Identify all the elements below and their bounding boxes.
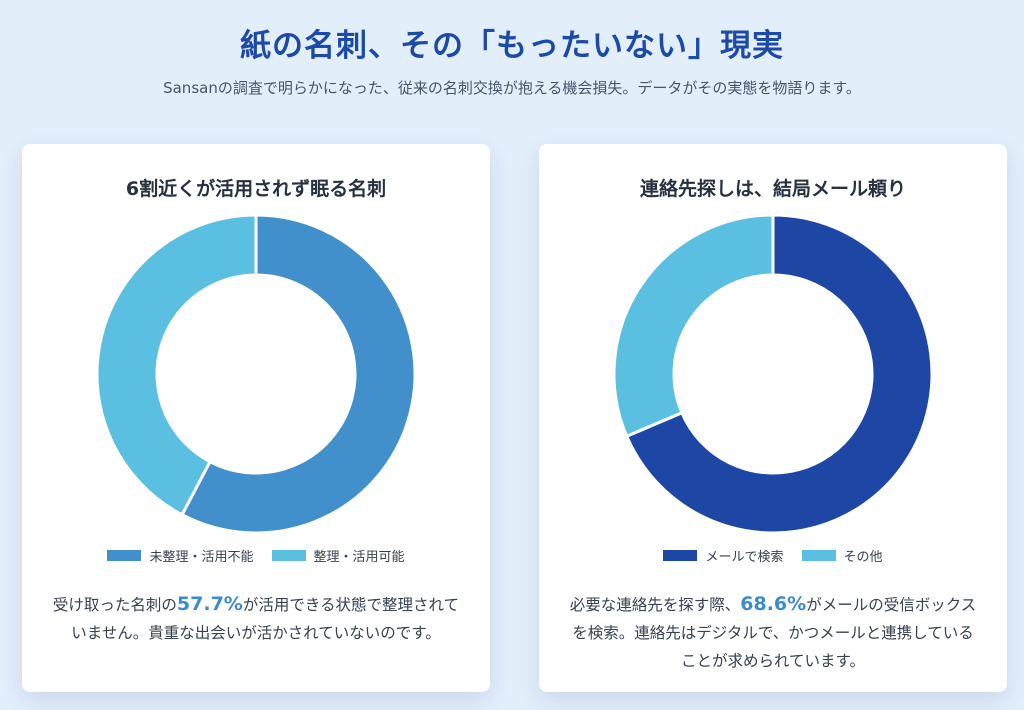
description-text: 必要な連絡先を探す際、 <box>569 596 741 614</box>
page-title: 紙の名刺、その「もったいない」現実 <box>240 28 784 64</box>
legend-label: 未整理・活用不能 <box>149 550 254 565</box>
chart-title: 連絡先探しは、結局メール頼り <box>639 178 906 200</box>
description-text: 受け取った名刺の <box>52 596 177 614</box>
donut-chart-unorganized <box>96 214 416 534</box>
chart-legend: 未整理・活用不能 整理・活用可能 <box>22 546 490 565</box>
chart-card-contact-search: 連絡先探しは、結局メール頼り メールで検索 その他 必要な連絡先を探す際、68.6… <box>539 144 1007 692</box>
legend-label: その他 <box>843 550 883 565</box>
chart-legend: メールで検索 その他 <box>539 546 1007 565</box>
legend-item: 整理・活用可能 <box>271 546 405 565</box>
highlight-percentage: 57.7% <box>176 593 243 615</box>
chart-title: 6割近くが活用されず眠る名刺 <box>125 178 387 200</box>
legend-swatch <box>271 550 306 561</box>
legend-item: メールで検索 <box>663 546 784 565</box>
chart-card-unorganized: 6割近くが活用されず眠る名刺 未整理・活用不能 整理・活用可能 受け取った名刺の5… <box>22 144 490 692</box>
cards-container: 6割近くが活用されず眠る名刺 未整理・活用不能 整理・活用可能 受け取った名刺の5… <box>22 144 1007 692</box>
legend-swatch <box>663 550 698 561</box>
legend-swatch <box>801 550 836 561</box>
donut-slice-2 <box>613 214 775 439</box>
chart-description: 必要な連絡先を探す際、68.6%がメールの受信ボックスを検索。連絡先はデジタルで… <box>567 590 979 675</box>
donut-slice-2 <box>96 214 258 517</box>
donut-slice-1 <box>624 214 933 534</box>
donut-chart-contact-search <box>613 214 933 534</box>
chart-description: 受け取った名刺の57.7%が活用できる状態で整理されていません。貴重な出会いが活… <box>50 590 462 647</box>
legend-label: メールで検索 <box>705 550 784 565</box>
page-subtitle: Sansanの調査で明らかになった、従来の名刺交換が抱える機会損失。データがその… <box>163 79 861 97</box>
highlight-percentage: 68.6% <box>740 593 807 615</box>
legend-item: その他 <box>801 546 883 565</box>
legend-swatch <box>107 550 142 561</box>
page-header: 紙の名刺、その「もったいない」現実 Sansanの調査で明らかになった、従来の名… <box>0 0 1024 98</box>
description-text: が活用できる状態で整理されていません。貴重な出会いが活かされていないのです。 <box>71 596 460 642</box>
description-text: がメールの受信ボックスを検索。連絡先はデジタルで、かつメールと連携していることが… <box>572 596 977 670</box>
legend-label: 整理・活用可能 <box>313 550 405 565</box>
legend-item: 未整理・活用不能 <box>107 546 254 565</box>
donut-slice-1 <box>180 214 416 534</box>
